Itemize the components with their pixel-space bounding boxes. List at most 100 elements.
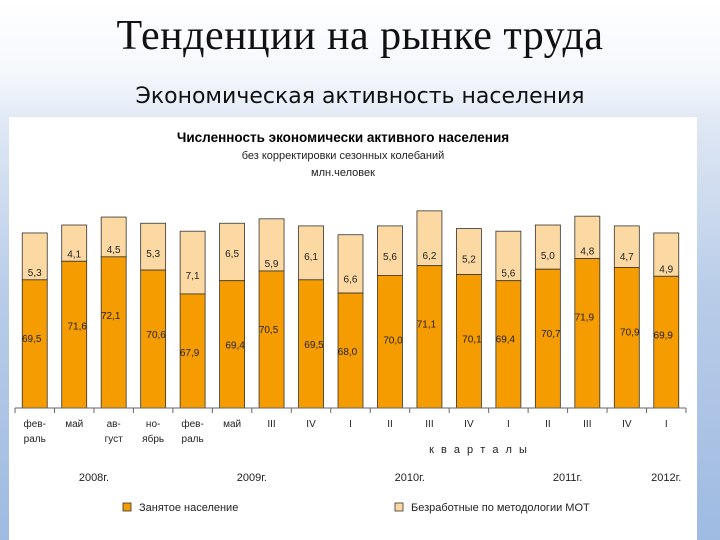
- category-label: фев-раль: [181, 418, 203, 445]
- category-label: май: [65, 419, 83, 430]
- label-unemployed: 7,1: [186, 271, 200, 282]
- label-unemployed: 5,3: [146, 249, 160, 260]
- category-label: II: [545, 419, 551, 430]
- bar-employed: [534, 268, 561, 409]
- label-employed: 70,9: [620, 327, 640, 338]
- year-label: 2012г.: [651, 472, 681, 484]
- bar-unemployed: [21, 232, 48, 281]
- year-labels: 2008г. 2009г. 2010г. 2011г. 2012г.: [79, 472, 682, 484]
- label-employed: 68,0: [338, 347, 358, 358]
- label-employed: 70,1: [462, 335, 482, 346]
- category-label: IV: [622, 419, 632, 430]
- category-label: III: [267, 419, 275, 430]
- category-label: IV: [306, 419, 316, 430]
- bar-employed: [61, 260, 88, 409]
- category-label-line: раль: [24, 434, 46, 445]
- category-label-line: IV: [306, 419, 316, 430]
- legend-label: Безработные по методологии МОТ: [411, 502, 590, 514]
- category-label-line: ябрь: [142, 433, 164, 445]
- label-unemployed: 6,5: [225, 249, 239, 260]
- bar-unemployed: [613, 225, 640, 268]
- bar-unemployed: [534, 224, 561, 270]
- legend-label: Занятое население: [139, 502, 238, 514]
- category-label-line: фев-: [24, 418, 46, 430]
- bar-unemployed: [495, 230, 522, 282]
- category-label-line: II: [387, 419, 393, 430]
- bar-unemployed: [100, 216, 127, 258]
- bar-employed: [100, 256, 127, 409]
- category-label-line: III: [583, 419, 591, 430]
- category-label-line: IV: [622, 419, 632, 430]
- year-label: 2009г.: [237, 472, 267, 484]
- bar-employed: [456, 274, 482, 409]
- bar-employed: [377, 274, 403, 409]
- category-label-line: I: [507, 419, 510, 430]
- category-label: III: [583, 419, 591, 430]
- category-label-line: IV: [464, 419, 474, 430]
- label-employed: 71,6: [67, 321, 87, 332]
- label-unemployed: 6,1: [304, 252, 318, 263]
- category-label-line: ав-: [107, 419, 121, 430]
- label-employed: 69,9: [654, 330, 674, 341]
- label-employed: 70,7: [541, 329, 561, 340]
- label-unemployed: 4,9: [659, 264, 673, 275]
- bar-unemployed: [456, 228, 482, 275]
- category-label: май: [223, 419, 241, 430]
- category-label-line: III: [267, 419, 275, 430]
- label-employed: 69,5: [304, 340, 324, 351]
- year-label: 2011г.: [553, 472, 582, 484]
- bar-employed: [416, 265, 443, 409]
- bars-layer: 69,5 5,3 71,6 4,1 72,1 4,5 70,6 5,3 67,9 7,1 69,4 6…: [21, 210, 680, 409]
- label-unemployed: 5,9: [265, 259, 279, 270]
- year-label: 2010г.: [395, 472, 425, 484]
- label-employed: 72,1: [101, 311, 121, 322]
- bar-employed: [219, 280, 245, 409]
- category-label-line: май: [65, 419, 83, 430]
- bar-unemployed: [337, 234, 364, 294]
- label-unemployed: 4,8: [580, 247, 594, 258]
- label-employed: 70,5: [259, 325, 279, 336]
- legend-swatch: [394, 502, 404, 512]
- category-label-line: но-: [146, 419, 160, 430]
- label-unemployed: 5,2: [462, 255, 476, 266]
- category-label: IV: [464, 419, 474, 430]
- label-unemployed: 5,3: [28, 268, 42, 279]
- label-unemployed: 4,5: [107, 245, 121, 256]
- bar-employed: [21, 279, 48, 409]
- label-employed: 71,1: [417, 320, 437, 331]
- label-unemployed: 5,6: [501, 269, 515, 280]
- bar-employed: [179, 293, 206, 409]
- chart-title: Численность экономически активного насел…: [177, 130, 509, 145]
- category-label: II: [387, 419, 393, 430]
- label-employed: 71,9: [575, 313, 595, 324]
- x-ticks: [14, 408, 687, 413]
- legend-swatch: [122, 502, 132, 512]
- label-employed: 70,0: [383, 335, 403, 346]
- label-employed: 70,6: [146, 330, 166, 341]
- label-unemployed: 5,0: [541, 251, 555, 262]
- chart: Численность экономически активного насел…: [14, 130, 687, 514]
- label-unemployed: 4,1: [67, 249, 81, 260]
- bar-unemployed: [653, 232, 680, 277]
- category-label: I: [665, 419, 668, 430]
- label-employed: 69,4: [496, 335, 516, 346]
- label-unemployed: 6,2: [422, 251, 436, 262]
- category-label-line: II: [545, 419, 551, 430]
- category-label: но-ябрь: [142, 419, 164, 445]
- category-label-line: III: [425, 419, 433, 430]
- bar-employed: [574, 258, 601, 409]
- chart-subtitle: без корректировки сезонных колебаний: [242, 150, 445, 162]
- category-label-line: фев-: [181, 418, 203, 430]
- category-label: фев-раль: [24, 418, 46, 445]
- bar-employed: [653, 275, 680, 409]
- year-label: 2008г.: [79, 472, 109, 484]
- bar-unemployed: [377, 225, 403, 276]
- bar-employed: [613, 267, 640, 409]
- label-employed: 69,5: [22, 334, 42, 345]
- chart-panel: Численность экономически активного насел…: [9, 117, 697, 540]
- category-label-line: I: [349, 419, 352, 430]
- category-label: I: [507, 419, 510, 430]
- bar-employed: [258, 270, 285, 409]
- x-group-label: к в а р т а л ы: [429, 444, 529, 456]
